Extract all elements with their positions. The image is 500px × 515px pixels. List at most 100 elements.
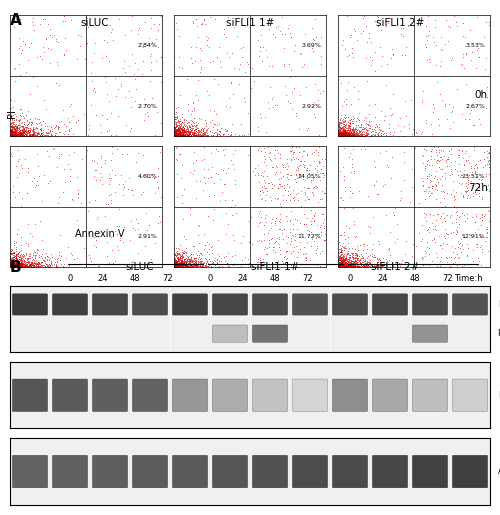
Point [16,130,24,139]
Point [6,132,14,140]
Point [181,255,189,263]
Point [196,126,204,134]
Point [173,249,181,257]
Point [42,132,50,140]
Point [337,261,345,269]
Point [36,262,44,270]
Point [94,260,102,268]
Point [147,66,155,74]
Point [339,125,347,133]
Point [62,46,70,54]
Point [347,132,355,141]
Point [474,180,482,188]
Point [389,50,397,59]
Point [360,14,368,22]
Point [335,132,343,140]
Point [470,168,478,177]
Point [484,181,492,190]
Point [35,115,43,123]
Point [481,65,489,73]
Point [338,130,345,139]
Point [258,195,266,203]
Point [357,132,365,140]
Point [342,129,349,138]
Point [336,130,344,138]
Point [374,129,382,138]
Point [173,143,181,151]
Point [176,130,184,139]
Point [172,262,180,270]
Point [178,262,186,270]
Point [186,210,194,218]
Point [180,259,188,267]
Point [176,260,184,268]
Point [13,263,21,271]
Point [170,262,178,270]
Point [426,192,434,200]
Point [188,263,196,271]
Point [245,259,253,267]
Point [12,259,20,267]
Point [18,131,26,139]
Point [366,131,374,140]
Point [434,210,442,218]
Point [228,49,236,57]
Point [346,262,354,270]
Point [186,130,194,138]
Point [10,251,18,260]
Point [190,131,198,140]
Point [345,127,353,135]
Point [12,132,20,141]
Point [44,261,52,269]
Point [215,130,223,139]
Point [448,263,456,271]
Point [446,167,454,175]
Point [342,124,350,132]
Point [183,132,191,141]
Point [32,262,40,270]
Point [12,132,20,140]
Point [439,209,447,217]
Point [340,252,348,260]
Point [37,129,45,137]
Point [225,53,233,61]
Point [8,126,16,134]
FancyBboxPatch shape [12,379,48,411]
Point [178,132,186,140]
Point [11,262,19,270]
Point [340,116,348,125]
Point [178,122,186,130]
Point [178,131,186,140]
Point [437,241,445,249]
Point [290,46,298,55]
Point [268,163,276,171]
Point [175,130,183,139]
Point [344,131,352,139]
Point [364,261,372,269]
Point [108,246,116,254]
Point [13,130,21,138]
Point [194,126,202,134]
Point [430,234,438,242]
Point [45,131,53,140]
Point [354,260,362,268]
Point [346,129,354,138]
Point [341,260,349,268]
Point [190,254,198,262]
Point [38,55,46,63]
Point [18,109,26,117]
Point [208,249,216,258]
Point [399,32,407,41]
Point [381,263,389,271]
Point [184,128,192,136]
Point [6,255,14,264]
Point [246,250,254,259]
Point [364,129,372,137]
Point [16,130,24,138]
Point [429,33,437,42]
Point [302,82,310,91]
Point [177,262,185,270]
Point [40,132,48,141]
Point [374,256,382,264]
Point [340,126,348,134]
